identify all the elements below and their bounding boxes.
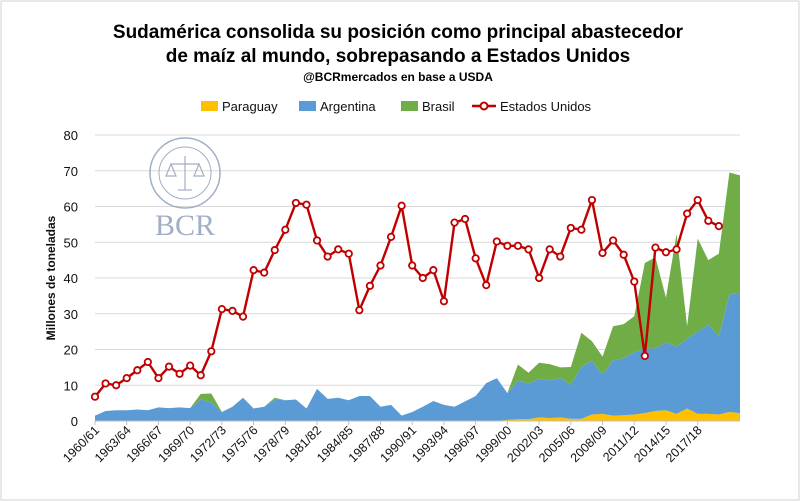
y-tick-label: 20 [64, 343, 78, 358]
point-estados-unidos [556, 252, 565, 261]
chart-title-line-1: Sudamérica consolida su posición como pr… [113, 22, 684, 43]
area-brasil [95, 172, 740, 416]
point-estados-unidos [651, 243, 660, 252]
point-estados-unidos [397, 201, 406, 210]
logo-seal-emblem [165, 156, 205, 191]
area-argentina [95, 293, 740, 421]
point-estados-unidos [482, 281, 491, 290]
point-estados-unidos [577, 225, 586, 234]
legend-label-brasil: Brasil [422, 99, 455, 114]
point-estados-unidos [112, 381, 121, 390]
point-estados-unidos [545, 245, 554, 254]
point-estados-unidos [101, 379, 110, 388]
y-tick-label: 70 [64, 164, 78, 179]
point-estados-unidos [133, 366, 142, 375]
point-estados-unidos [661, 248, 671, 257]
point-estados-unidos [344, 249, 353, 258]
point-estados-unidos [513, 241, 523, 250]
legend: Paraguay Argentina Brasil Estados Unidos [201, 99, 592, 114]
y-axis-label: Millones de toneladas [44, 215, 58, 340]
logo-text: BCR [155, 209, 215, 242]
point-estados-unidos [429, 266, 438, 275]
y-axis-ticks: 0 10 20 30 40 50 60 70 80 [64, 128, 78, 429]
area-paraguay [95, 408, 740, 421]
point-estados-unidos [207, 347, 216, 356]
legend-label-paraguay: Paraguay [222, 99, 278, 114]
legend-swatch-argentina [299, 101, 316, 111]
legend-label-argentina: Argentina [320, 99, 376, 114]
point-estados-unidos [492, 237, 501, 246]
logo-seal-inner-ring [158, 146, 212, 200]
estados-unidos-series [90, 195, 723, 401]
point-estados-unidos [714, 222, 723, 231]
legend-marker-estados-unidos [479, 101, 489, 111]
y-tick-label: 60 [64, 200, 78, 215]
y-tick-label: 40 [64, 271, 78, 286]
chart-title-line-2: de maíz al mundo, sobrepasando a Estados… [166, 46, 631, 67]
point-estados-unidos [260, 268, 269, 277]
legend-swatch-brasil [401, 101, 418, 111]
point-estados-unidos [386, 232, 396, 241]
point-estados-unidos [196, 371, 205, 380]
point-estados-unidos [238, 312, 248, 321]
point-estados-unidos [90, 392, 100, 401]
point-estados-unidos [587, 195, 597, 205]
legend-swatch-paraguay [201, 101, 218, 111]
point-estados-unidos [683, 209, 692, 218]
point-estados-unidos [693, 195, 702, 205]
point-estados-unidos [630, 277, 639, 286]
point-estados-unidos [334, 245, 343, 254]
y-tick-label: 0 [71, 414, 78, 429]
point-estados-unidos [355, 306, 364, 315]
point-estados-unidos [122, 373, 131, 383]
point-estados-unidos [450, 218, 459, 227]
point-estados-unidos [460, 214, 470, 224]
point-estados-unidos [270, 246, 279, 255]
point-estados-unidos [534, 273, 544, 283]
point-estados-unidos [186, 361, 195, 370]
point-estados-unidos [598, 248, 607, 258]
point-estados-unidos [609, 236, 618, 245]
point-estados-unidos [217, 304, 226, 314]
stacked-areas [95, 172, 740, 421]
y-tick-label: 10 [64, 378, 78, 393]
point-estados-unidos [249, 266, 258, 275]
point-estados-unidos [281, 225, 290, 234]
point-estados-unidos [704, 216, 713, 225]
point-estados-unidos [418, 273, 427, 283]
y-tick-label: 30 [64, 307, 78, 322]
point-estados-unidos [439, 297, 449, 306]
point-estados-unidos [471, 254, 480, 263]
point-estados-unidos [302, 200, 311, 209]
point-estados-unidos [672, 245, 681, 254]
point-estados-unidos [164, 362, 174, 371]
point-estados-unidos [228, 306, 237, 315]
point-estados-unidos [143, 357, 152, 367]
point-estados-unidos [503, 241, 512, 250]
chart-subtitle: @BCRmercados en base a USDA [303, 70, 493, 84]
point-estados-unidos [154, 373, 163, 383]
point-estados-unidos [524, 245, 533, 254]
gridlines [95, 134, 740, 386]
point-estados-unidos [376, 261, 385, 270]
legend-label-estados-unidos: Estados Unidos [500, 99, 592, 114]
point-estados-unidos [175, 369, 184, 378]
point-estados-unidos [323, 252, 332, 261]
logo-seal-outer-ring [149, 137, 221, 209]
point-estados-unidos [365, 281, 375, 290]
point-estados-unidos [619, 250, 628, 259]
point-estados-unidos [291, 198, 300, 208]
point-estados-unidos [312, 236, 322, 245]
bcr-logo: BCR [149, 137, 221, 242]
point-estados-unidos [408, 261, 417, 270]
point-estados-unidos [566, 223, 575, 233]
y-tick-label: 80 [64, 128, 78, 143]
point-estados-unidos [640, 351, 649, 361]
y-tick-label: 50 [64, 235, 78, 250]
